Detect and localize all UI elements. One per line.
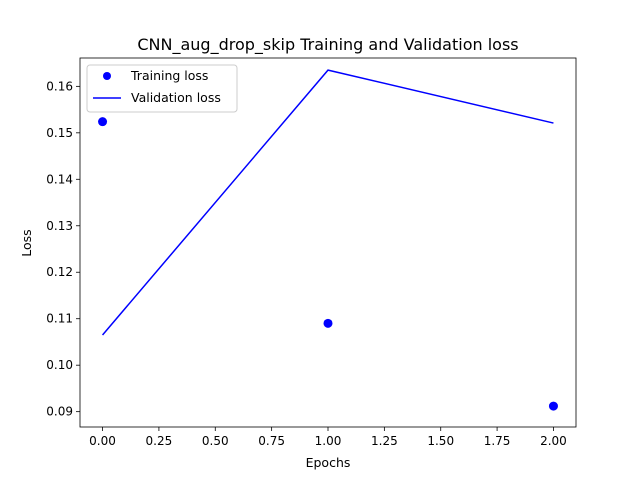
series-layer [98,69,558,411]
x-tick-label: 1.25 [371,434,398,448]
y-tick-label: 0.10 [46,358,73,372]
y-tick-label: 0.13 [46,219,73,233]
training-loss-point [548,401,558,411]
x-tick-label: 0.00 [89,434,116,448]
x-axis-ticks: 0.00 0.25 0.50 0.75 1.00 1.25 1.50 1.75 2.00 [89,427,567,448]
plot-frame [79,57,577,428]
training-loss-point [323,318,333,328]
legend-training-label: Training loss [130,68,208,83]
x-tick-label: 0.25 [146,434,173,448]
x-tick-label: 2.00 [540,434,567,448]
y-tick-label: 0.09 [46,405,73,419]
y-tick-label: 0.16 [46,79,73,93]
y-tick-label: 0.15 [46,126,73,140]
x-axis-label: Epochs [306,455,351,470]
plot-area [80,58,576,427]
legend-validation-label: Validation loss [131,90,221,105]
legend: Training loss Validation loss [86,64,238,113]
y-axis-label: Loss [19,229,34,256]
y-tick-label: 0.12 [46,265,73,279]
validation-loss-line [101,69,554,336]
y-axis-ticks: 0.09 0.10 0.11 0.12 0.13 0.14 0.15 0.16 [46,79,80,419]
x-tick-label: 1.00 [315,434,342,448]
legend-box [86,64,238,113]
chart-title: CNN_aug_drop_skip Training and Validatio… [137,35,518,55]
y-tick-label: 0.11 [46,312,73,326]
legend-training-marker [103,72,111,80]
x-tick-label: 0.50 [202,434,229,448]
x-tick-label: 1.50 [427,434,454,448]
x-tick-label: 0.75 [258,434,285,448]
x-tick-label: 1.75 [484,434,511,448]
y-tick-label: 0.14 [46,172,73,186]
training-loss-point [98,117,108,127]
